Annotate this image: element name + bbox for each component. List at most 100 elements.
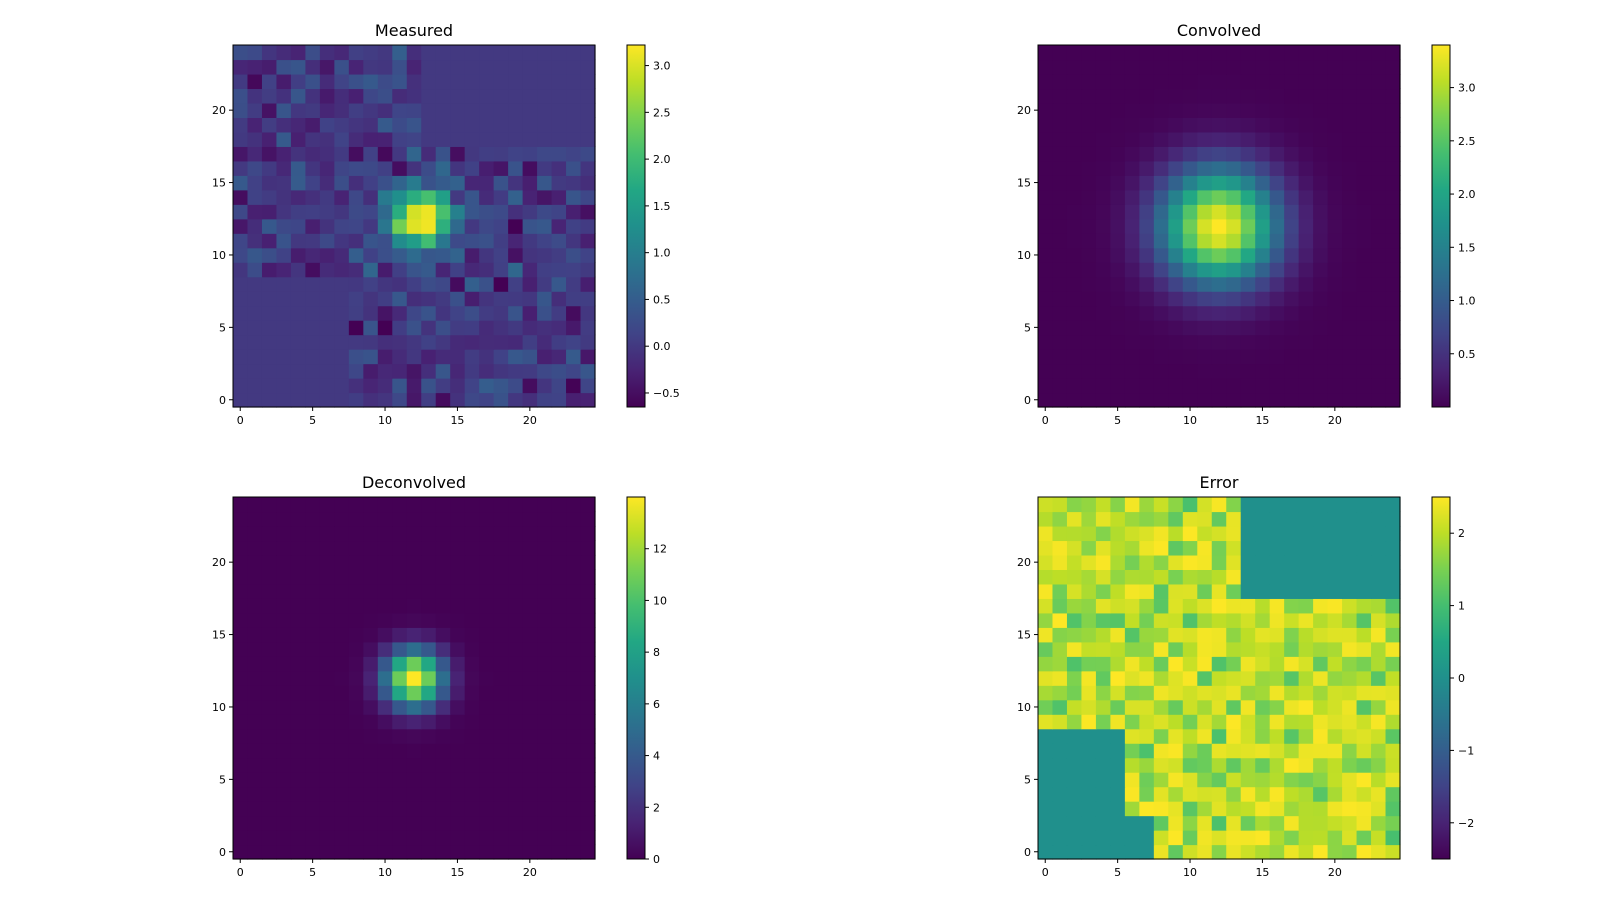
heatmap-cell: [1110, 815, 1126, 831]
heatmap-cell: [522, 349, 538, 365]
heatmap-cell: [508, 204, 524, 220]
heatmap-cell: [334, 363, 350, 379]
heatmap-cell: [1168, 641, 1184, 657]
axes-frame: [232, 496, 596, 860]
heatmap-cell: [276, 102, 292, 118]
heatmap-cell: [435, 233, 451, 249]
heatmap-cell: [261, 218, 278, 234]
heatmap-cell: [1110, 363, 1126, 379]
heatmap-cell: [319, 102, 335, 118]
heatmap-cell: [233, 305, 249, 321]
heatmap-cell: [1197, 189, 1213, 205]
heatmap-cell: [421, 146, 437, 162]
heatmap-cell: [1081, 218, 1097, 234]
heatmap-cell: [1327, 699, 1343, 715]
heatmap-cell: [261, 497, 278, 513]
heatmap-cell: [1240, 497, 1256, 513]
heatmap-cell: [1110, 540, 1126, 556]
heatmap-cell: [276, 349, 292, 365]
heatmap-cell: [348, 59, 364, 75]
heatmap-cell: [1038, 772, 1054, 788]
heatmap-cell: [1371, 233, 1387, 249]
heatmap-cell: [305, 656, 321, 672]
heatmap-cell: [377, 189, 393, 205]
heatmap-cell: [522, 583, 538, 599]
heatmap-cell: [1139, 540, 1155, 556]
heatmap-cell: [1066, 291, 1083, 307]
heatmap-cell: [377, 117, 393, 133]
heatmap-cell: [334, 189, 350, 205]
heatmap-cell: [1153, 320, 1169, 336]
heatmap-cell: [1298, 320, 1314, 336]
heatmap-cell: [450, 88, 466, 104]
heatmap-cell: [450, 656, 466, 672]
heatmap-cell: [1197, 233, 1213, 249]
heatmap-cell: [1269, 247, 1285, 263]
heatmap-cell: [233, 363, 249, 379]
heatmap-cell: [435, 320, 451, 336]
heatmap-cell: [1081, 569, 1097, 585]
heatmap-cell: [1038, 627, 1054, 643]
heatmap-cell: [363, 204, 379, 220]
heatmap-cell: [566, 45, 582, 61]
x-tick-label: 5: [309, 414, 316, 427]
heatmap-cell: [450, 131, 466, 147]
colorbar-tick-label: 1.0: [653, 247, 671, 260]
heatmap-cell: [1052, 204, 1068, 220]
heatmap-cell: [1182, 59, 1198, 75]
heatmap-cell: [1269, 363, 1285, 379]
heatmap-cell: [1095, 204, 1111, 220]
y-tick-label: 10: [212, 701, 226, 714]
heatmap-cell: [537, 583, 553, 599]
heatmap-cell: [1269, 320, 1285, 336]
heatmap-cell: [334, 815, 350, 831]
heatmap-cell: [305, 305, 321, 321]
heatmap-cell: [1038, 743, 1054, 759]
heatmap-cell: [1066, 830, 1083, 846]
heatmap-cell: [1240, 175, 1256, 191]
heatmap-cell: [1153, 160, 1169, 176]
heatmap-cell: [1038, 670, 1054, 686]
heatmap-cell: [1211, 511, 1227, 527]
heatmap-cell: [392, 45, 408, 61]
heatmap-cell: [1371, 160, 1387, 176]
heatmap-cell: [348, 378, 364, 394]
heatmap-cell: [1211, 45, 1227, 61]
heatmap-cell: [1284, 497, 1300, 513]
heatmap-cell: [1095, 160, 1111, 176]
heatmap-cell: [522, 844, 538, 860]
heatmap-cell: [406, 540, 422, 556]
heatmap-cell: [363, 392, 379, 408]
heatmap-cell: [363, 117, 379, 133]
heatmap-cell: [1371, 612, 1387, 628]
heatmap-cell: [1211, 583, 1227, 599]
heatmap-cell: [1385, 392, 1401, 408]
heatmap-cell: [1124, 569, 1140, 585]
heatmap-cell: [1066, 699, 1083, 715]
heatmap-cell: [290, 305, 306, 321]
heatmap-cell: [406, 743, 422, 759]
heatmap-cell: [1168, 598, 1184, 614]
heatmap-cell: [348, 830, 364, 846]
heatmap-cell: [1066, 73, 1083, 90]
heatmap-cell: [537, 291, 553, 307]
colorbar-tick-label: 0.5: [653, 293, 671, 306]
heatmap-cell: [1095, 305, 1111, 321]
heatmap-cell: [233, 598, 249, 614]
heatmap-cell: [1342, 685, 1358, 701]
heatmap-cell: [508, 392, 524, 408]
heatmap-cell: [1197, 685, 1213, 701]
heatmap-cell: [1066, 772, 1083, 788]
heatmap-cell: [1197, 714, 1213, 730]
heatmap-cell: [1240, 757, 1256, 773]
y-tick-label: 20: [212, 556, 226, 569]
heatmap-cell: [1153, 146, 1169, 162]
heatmap-cell: [1313, 305, 1329, 321]
heatmap-cell: [1139, 320, 1155, 336]
heatmap-cell: [261, 844, 278, 860]
heatmap-cell: [537, 714, 553, 730]
heatmap-cell: [1197, 291, 1213, 307]
heatmap-cell: [421, 511, 437, 527]
heatmap-cell: [1313, 363, 1329, 379]
